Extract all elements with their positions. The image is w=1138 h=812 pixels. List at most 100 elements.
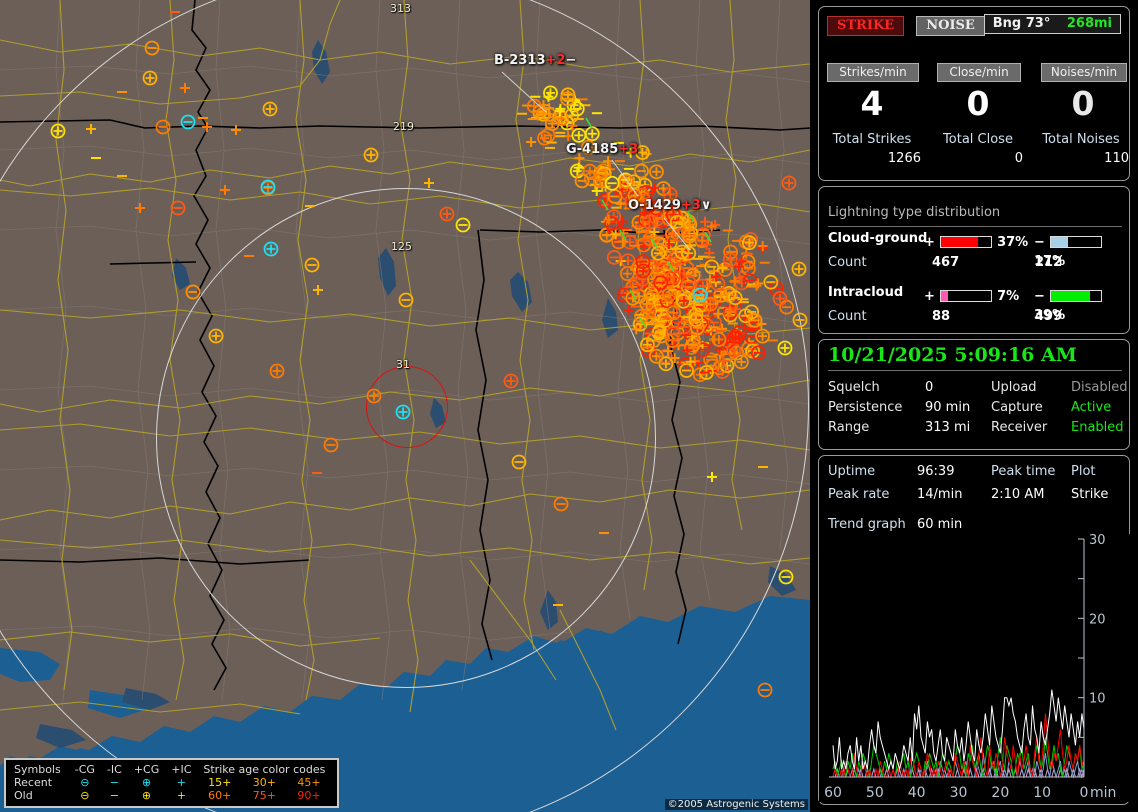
cell-plus: +3 <box>618 142 639 157</box>
range-ring-label-31: 31 <box>396 358 410 371</box>
legend-old-ic-neg-icon: − <box>109 789 119 802</box>
cell-minus: − <box>565 53 577 68</box>
ic-pos-pct: 7% <box>997 289 1020 304</box>
upload-label: Upload <box>991 380 1037 395</box>
total-close-value: 0 <box>1014 151 1023 166</box>
noise-mode-button[interactable]: NOISE <box>916 16 985 36</box>
range-label: Range <box>828 420 870 435</box>
y-tick-label: 30 <box>1089 534 1106 548</box>
plot-label: Plot <box>1071 464 1096 479</box>
plot-value[interactable]: Strike <box>1071 487 1109 502</box>
peak-rate-value: 14/min <box>917 487 963 502</box>
persistence-label: Persistence <box>828 400 903 415</box>
range-value: 313 mi <box>925 420 971 435</box>
x-tick-label: 20 <box>991 785 1009 801</box>
legend-col-ic-neg: -IC <box>106 763 122 776</box>
range-ring-125 <box>156 188 656 688</box>
strike-mode-button[interactable]: STRIKE <box>827 16 905 36</box>
range-ring-label-125: 125 <box>391 240 412 253</box>
noises-per-min-value: 0 <box>1071 84 1095 123</box>
cloud-ground-count-label: Count <box>828 255 867 270</box>
storm-cell-label-g4185: G-4185+3 <box>566 142 638 157</box>
legend-age-45: 45+ <box>297 776 321 789</box>
legend-row-recent-label: Recent <box>14 776 53 789</box>
map-legend: Symbols -CG -IC +CG +IC Strike age color… <box>4 758 340 808</box>
total-strikes-value: 1266 <box>887 151 921 166</box>
cg-pos-pct: 37% <box>997 235 1029 250</box>
legend-recent-cg-neg-icon: ⊖ <box>80 776 90 789</box>
legend-recent-ic-neg-icon: − <box>109 776 119 789</box>
legend-age-30: 30+ <box>252 776 276 789</box>
uptime-value: 96:39 <box>917 464 955 479</box>
x-tick-label: 30 <box>950 785 968 801</box>
strike-overlay <box>50 11 808 698</box>
uptime-label: Uptime <box>828 464 876 479</box>
legend-age-header: Strike age color codes <box>203 763 326 776</box>
ic-neg-sign: − <box>1034 289 1045 304</box>
legend-col-cg-pos: +CG <box>133 763 160 776</box>
distribution-box: Lightning type distribution Cloud-ground… <box>818 186 1130 334</box>
trend-box: Uptime 96:39 Peak rate 14/min Peak time … <box>818 455 1131 805</box>
legend-col-cg-neg: -CG <box>74 763 95 776</box>
ic-pos-count: 88 <box>932 309 951 324</box>
cell-plus: +3 <box>680 198 701 213</box>
x-tick-label: 10 <box>1033 785 1051 801</box>
y-tick-label: 20 <box>1089 612 1106 627</box>
cloud-ground-label: Cloud-ground <box>828 231 928 246</box>
close-per-min-button[interactable]: Close/min <box>937 63 1021 82</box>
x-axis-unit-label: min <box>1090 785 1116 801</box>
cell-id: G-4185 <box>566 142 619 157</box>
cg-neg-sign: − <box>1034 235 1045 250</box>
x-tick-label: 50 <box>866 785 884 801</box>
y-tick-label: 10 <box>1089 692 1106 707</box>
radar-map[interactable]: 313 219 125 31 B-2313+2− G-4185+3 O-1429… <box>0 0 810 812</box>
total-noises-value: 110 <box>1104 151 1129 166</box>
capture-label: Capture <box>991 400 1043 415</box>
cg-neg-bar <box>1050 235 1102 248</box>
cell-id: O-1429 <box>628 198 681 213</box>
total-noises-label: Total Noises <box>1042 132 1120 147</box>
storm-cell-label-b2313: B-2313+2− <box>494 53 576 68</box>
cg-pos-count: 467 <box>932 255 960 270</box>
cg-neg-count: 212 <box>1035 255 1063 270</box>
squelch-label: Squelch <box>828 380 880 395</box>
range-ring-219 <box>0 0 809 812</box>
upload-value: Disabled <box>1071 380 1128 395</box>
bearing-value: Bng 73° <box>992 16 1051 31</box>
total-strikes-label: Total Strikes <box>832 132 912 147</box>
persistence-value: 90 min <box>925 400 971 415</box>
trend-graph[interactable]: 30 20 10 60 50 40 30 20 10 0 min <box>819 534 1131 802</box>
storm-cell-label-o1429: O-1429+3∨ <box>628 198 711 213</box>
total-close-label: Total Close <box>943 132 1013 147</box>
peak-time-value: 2:10 AM <box>991 487 1045 502</box>
ic-pos-sign: + <box>924 289 935 304</box>
legend-old-cg-pos-icon: ⊕ <box>141 789 152 802</box>
noises-per-min-button[interactable]: Noises/min <box>1041 63 1127 82</box>
receiver-label: Receiver <box>991 420 1048 435</box>
close-per-min-value: 0 <box>966 84 990 123</box>
distribution-title: Lightning type distribution <box>828 205 1001 220</box>
legend-age-15: 15+ <box>208 776 232 789</box>
legend-old-ic-pos-icon: + <box>176 789 186 802</box>
distance-value: 268mi <box>1066 16 1112 31</box>
legend-age-90: 90+ <box>297 789 321 802</box>
legend-recent-ic-pos-icon: + <box>176 776 186 789</box>
trend-graph-value[interactable]: 60 min <box>917 517 963 532</box>
status-divider <box>828 370 1122 371</box>
x-tick-label: 60 <box>824 785 842 801</box>
legend-age-75: 75+ <box>252 789 276 802</box>
bearing-readout: Bng 73° 268mi <box>983 14 1121 34</box>
legend-row-old-label: Old <box>14 789 33 802</box>
distribution-divider <box>828 226 1122 227</box>
x-tick-label: 0 <box>1080 785 1089 801</box>
peak-time-label: Peak time <box>991 464 1056 479</box>
rates-box: STRIKE NOISE Bng 73° 268mi Strikes/min C… <box>818 6 1130 181</box>
clock-readout: 10/21/2025 5:09:16 AM <box>828 344 1077 366</box>
cell-id: B-2313 <box>494 53 546 68</box>
strikes-per-min-button[interactable]: Strikes/min <box>827 63 919 82</box>
ic-neg-bar <box>1050 289 1102 302</box>
trend-series <box>832 689 1085 772</box>
ic-neg-pct: 39% <box>1034 308 1066 323</box>
ic-neg-count: 499 <box>1035 309 1063 324</box>
intracloud-count-label: Count <box>828 309 867 324</box>
